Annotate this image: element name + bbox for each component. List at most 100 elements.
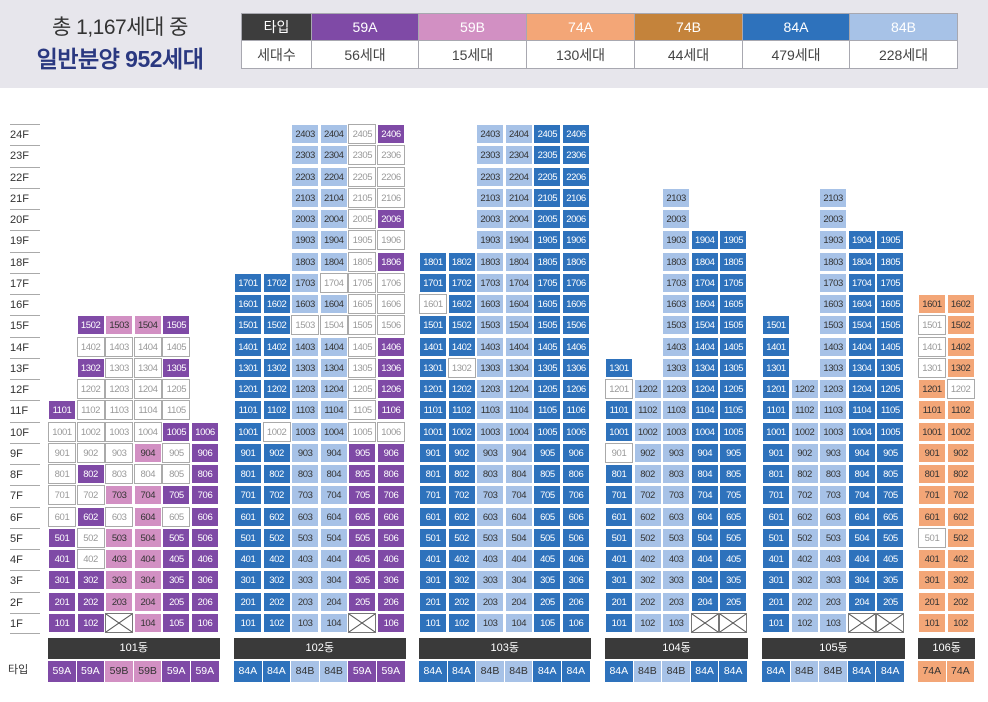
sale-unit: 1104 [504,400,533,421]
sale-unit: 1105 [533,400,562,421]
sale-unit: 104 [319,612,348,633]
sale-unit: 1101 [48,400,76,421]
sale-unit: 1001 [605,421,633,442]
type-code-cell: 84A [742,13,850,41]
sale-unit: 1405 [876,336,905,357]
sale-unit: 1102 [790,400,819,421]
sale-unit: 802 [76,464,105,484]
sale-unit: 1405 [719,336,748,357]
sale-unit: 301 [605,570,633,591]
column-type-cell: 84A [690,661,719,682]
sale-unit: 1503 [662,315,691,336]
sale-unit: 1001 [918,421,946,442]
sale-unit: 1101 [605,400,633,421]
sale-unit: 1604 [847,294,876,314]
column-type-cell: 84A [533,661,561,682]
sale-unit: 603 [662,506,691,527]
total-households-text: 총 1,167세대 중 [52,16,189,39]
sale-unit: 903 [819,442,848,463]
column-type-cell: 84B [319,661,348,682]
sale-unit: 602 [262,506,291,527]
sale-unit: 101 [419,612,447,633]
non-sale-unit: 1105 [162,400,191,421]
sale-unit: 205 [533,591,562,612]
non-sale-unit: 1305 [348,357,377,378]
type-count-cell: 15세대 [418,40,527,69]
sale-unit: 1005 [876,421,905,442]
non-sale-unit: 1003 [105,421,134,442]
column-type-cell: 84B [476,661,504,682]
sale-unit: 1705 [533,272,562,293]
floor-label: 19F [10,230,40,250]
column-type-cell: 84A [447,661,476,682]
non-sale-unit: 1503 [291,315,320,336]
sale-unit: 201 [605,591,633,612]
sale-unit: 302 [633,570,662,591]
column-type-cell: 84A [719,661,747,682]
sale-unit: 301 [918,570,946,591]
non-sale-unit: 1104 [133,400,162,421]
column-type-cell: 84B [662,661,690,682]
unavailable-unit-icon [876,612,905,633]
floor-label: 10F [10,421,40,442]
sale-unit: 1204 [690,379,719,399]
sale-unit: 403 [819,549,848,569]
sale-unit: 906 [562,442,590,463]
sale-unit: 1803 [476,251,505,272]
building-name-label: 105동 [762,638,905,659]
column-type-cell: 84A [562,661,590,682]
sale-unit: 1703 [476,272,505,293]
sale-unit: 1404 [319,336,348,357]
sale-unit: 501 [48,527,76,548]
sale-unit: 1505 [533,315,562,336]
sale-unit: 1501 [762,315,790,336]
sale-unit: 1804 [319,251,348,272]
sale-unit: 703 [105,485,134,506]
sale-unit: 703 [819,485,848,506]
sale-unit: 503 [291,527,320,548]
sale-unit: 1604 [504,294,533,314]
sale-unit: 406 [377,549,405,569]
non-sale-unit: 1504 [319,315,348,336]
sale-unit: 404 [133,549,162,569]
sale-unit: 1705 [876,272,905,293]
sale-unit: 1502 [946,315,975,336]
sale-unit: 401 [762,549,790,569]
sale-unit: 203 [662,591,691,612]
sale-unit: 606 [191,506,219,527]
sale-unit: 304 [690,570,719,591]
sale-unit: 801 [234,464,262,484]
sale-unit: 1304 [504,357,533,378]
non-sale-unit: 702 [76,485,105,506]
sale-unit: 1504 [504,315,533,336]
sale-unit: 1404 [847,336,876,357]
sale-unit: 1603 [291,294,320,314]
sale-unit: 104 [133,612,162,633]
floor-label: 12F [10,379,40,399]
sale-unit: 1405 [533,336,562,357]
sale-unit: 806 [191,464,219,484]
sale-unit: 502 [633,527,662,548]
column-type-cell: 84B [504,661,533,682]
sale-unit: 504 [504,527,533,548]
sale-unit: 1703 [291,272,320,293]
sale-unit: 1102 [447,400,476,421]
sale-unit: 2003 [662,209,691,229]
sale-unit: 202 [262,591,291,612]
type-count-cell: 479세대 [742,40,850,69]
sale-unit: 801 [918,464,946,484]
sale-unit: 202 [790,591,819,612]
non-sale-unit: 901 [605,442,633,463]
column-type-cell: 59B [133,661,162,682]
sale-unit: 503 [819,527,848,548]
sale-unit: 1304 [690,357,719,378]
sale-unit: 2304 [319,145,348,166]
sale-unit: 802 [447,464,476,484]
sale-unit: 106 [377,612,405,633]
non-sale-unit: 1402 [76,336,105,357]
sale-unit: 802 [946,464,975,484]
sale-unit: 1003 [291,421,320,442]
sale-unit: 701 [419,485,447,506]
non-sale-unit: 601 [48,506,76,527]
sale-unit: 204 [847,591,876,612]
